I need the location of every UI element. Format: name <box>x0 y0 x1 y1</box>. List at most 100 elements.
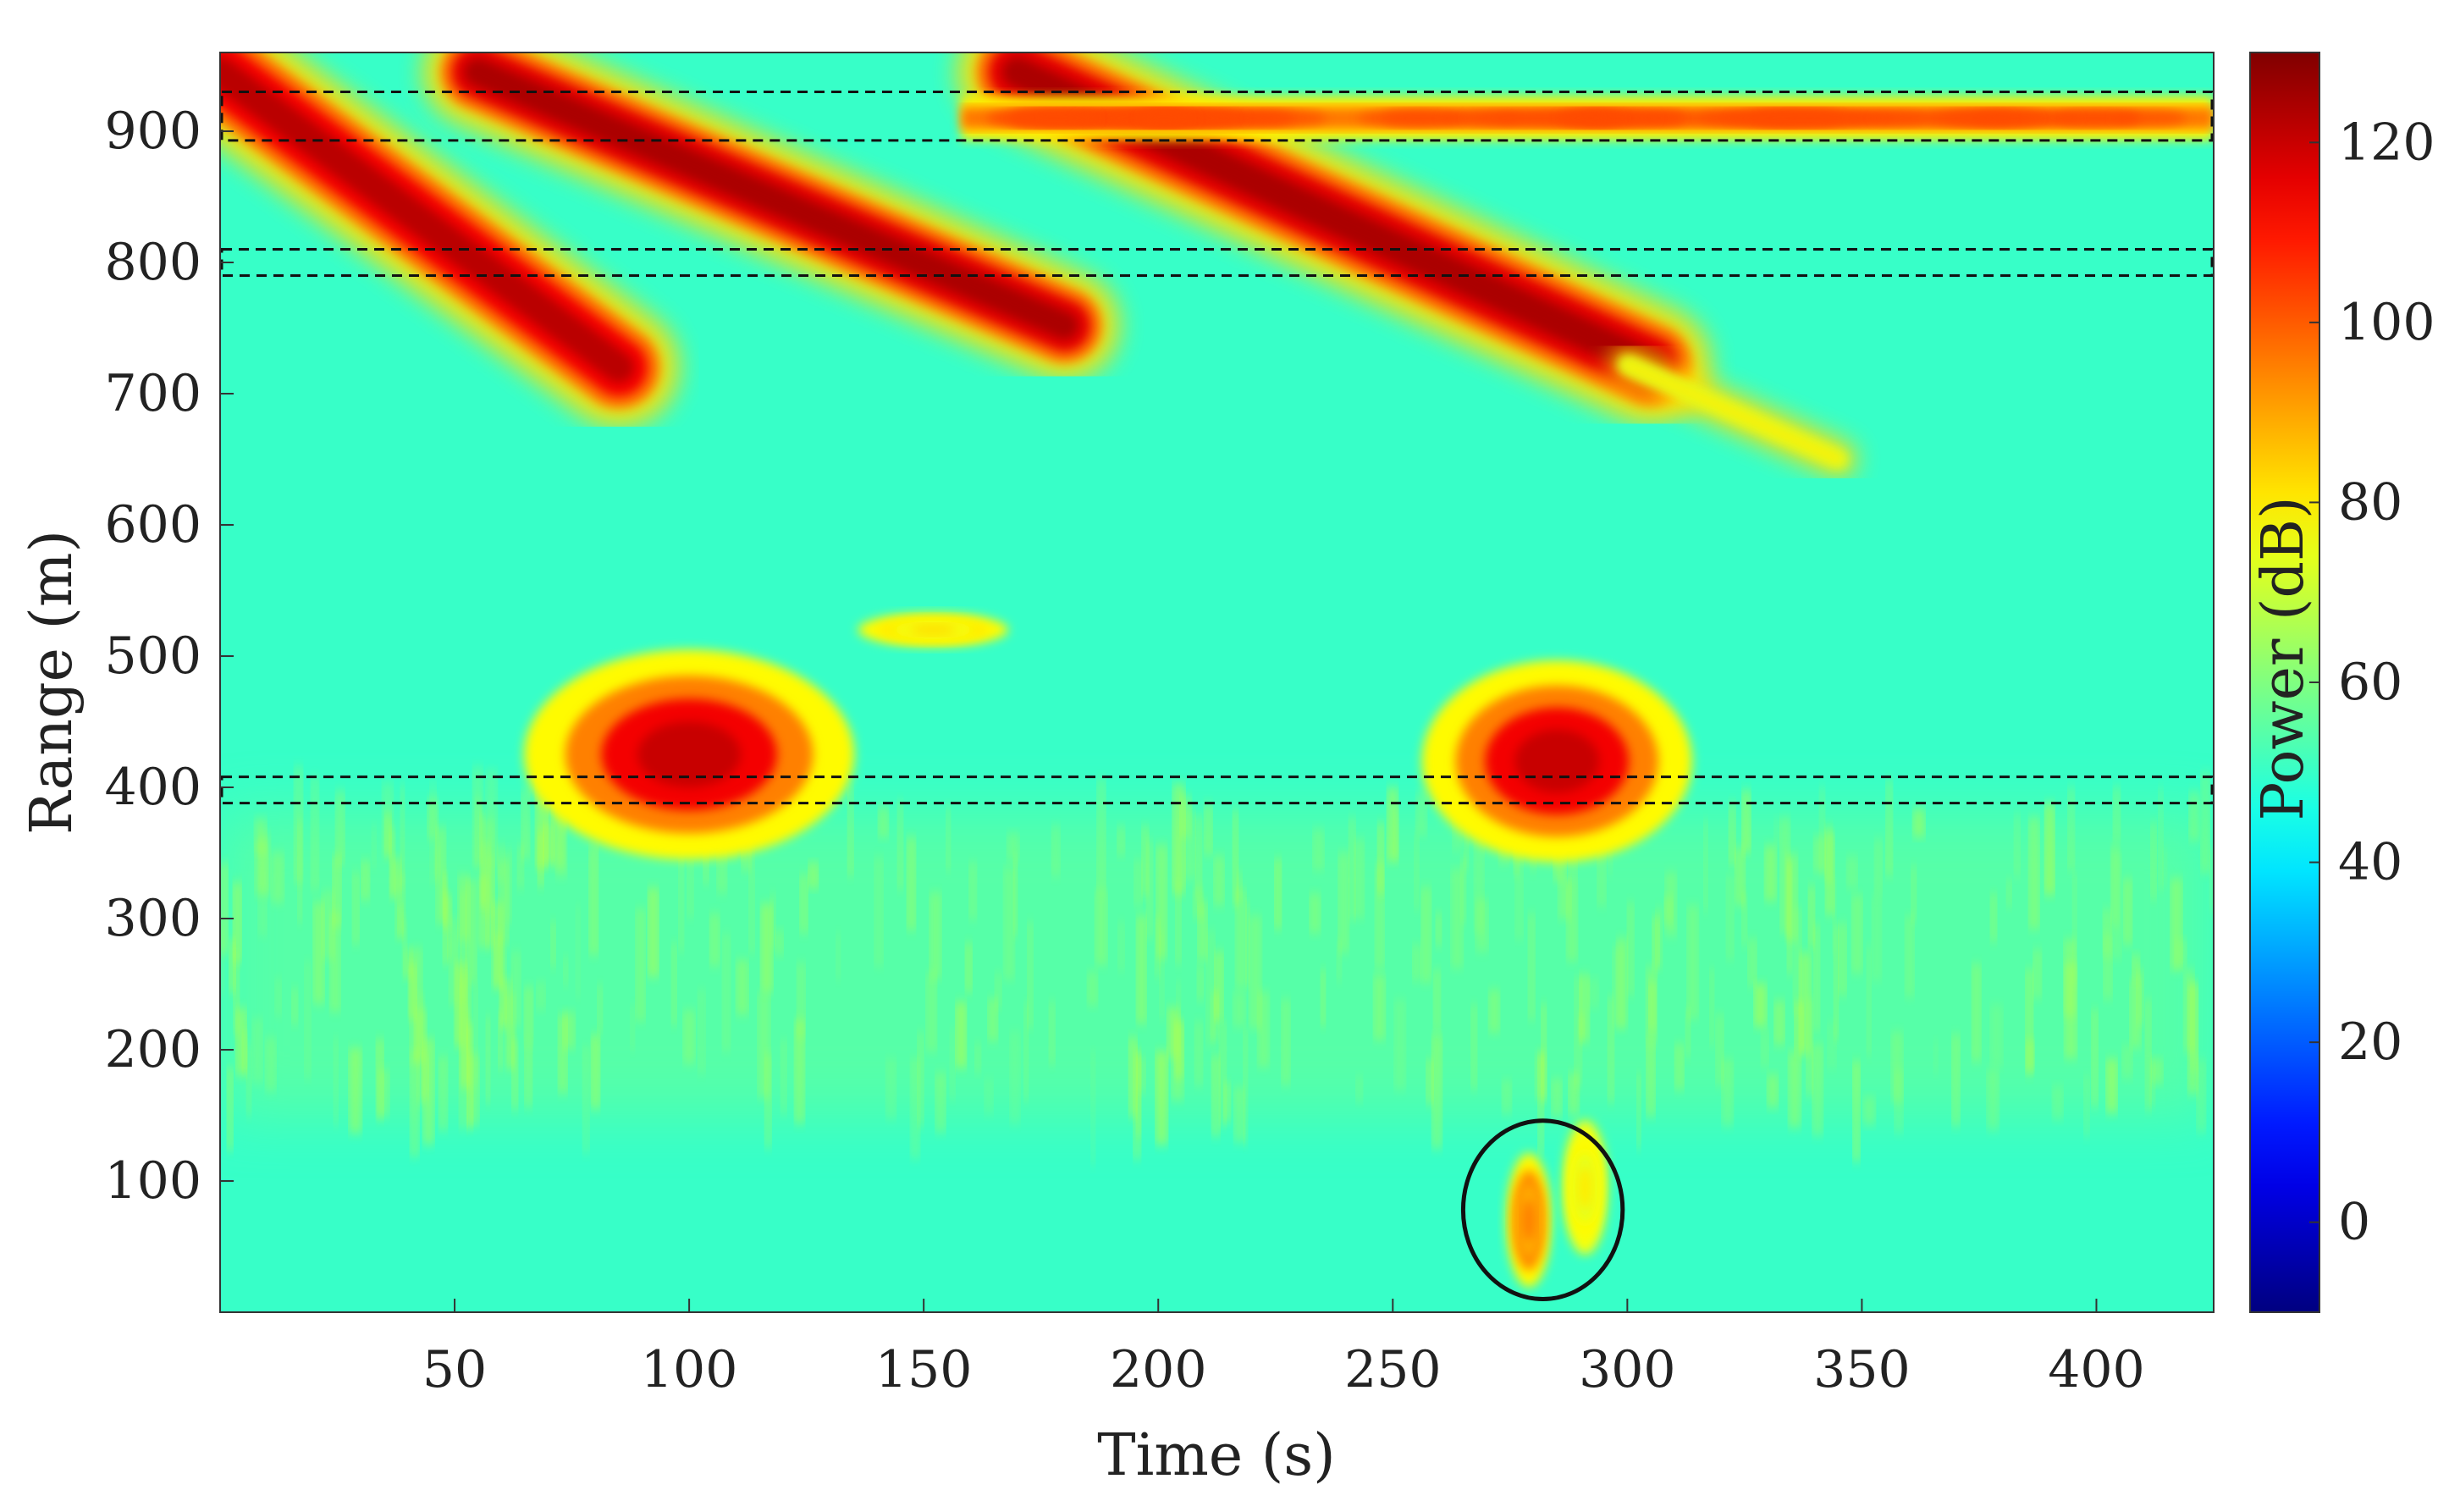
speckle-mark <box>687 858 693 919</box>
speckle-mark <box>1875 838 1882 897</box>
speckle-layer <box>220 762 2214 1167</box>
speckle-mark <box>1833 877 1837 956</box>
speckle-mark <box>765 1053 771 1149</box>
speckle-mark <box>1090 1051 1095 1167</box>
speckle-mark <box>1245 901 1250 987</box>
speckle-mark <box>684 1009 694 1064</box>
speckle-mark <box>2027 1039 2034 1072</box>
speckle-mark <box>698 989 705 1074</box>
target-blob-7 <box>858 613 1008 647</box>
speckle-mark <box>2153 1058 2162 1084</box>
speckle-mark <box>1580 974 1589 1043</box>
speckle-mark <box>1376 863 1384 969</box>
speckle-mark <box>1819 786 1825 875</box>
speckle-mark <box>1259 991 1269 1068</box>
speckle-mark <box>1004 866 1014 980</box>
speckle-mark <box>1275 858 1281 930</box>
colorbar-tick-label: 40 <box>2338 833 2402 892</box>
speckle-mark <box>430 781 436 884</box>
speckle-mark <box>1913 808 1924 837</box>
speckle-mark <box>498 844 505 881</box>
speckle-mark <box>466 880 476 983</box>
speckle-mark <box>1627 902 1634 996</box>
speckle-mark <box>590 845 598 956</box>
speckle-mark <box>512 951 520 1027</box>
speckle-mark <box>1867 945 1871 1057</box>
speckle-mark <box>1023 1002 1029 1102</box>
speckle-mark <box>875 856 883 968</box>
speckle-mark <box>710 913 719 967</box>
speckle-mark <box>439 1056 447 1131</box>
speckle-mark <box>2053 1085 2062 1120</box>
speckle-mark <box>486 1016 490 1104</box>
speckle-mark <box>2151 821 2156 901</box>
colorbar-tick-label: 20 <box>2338 1013 2402 1072</box>
speckle-mark <box>2132 954 2139 984</box>
speckle-mark <box>486 770 496 865</box>
speckle-mark <box>1729 802 1735 865</box>
speckle-mark <box>1886 779 1892 876</box>
speckle-mark <box>1118 921 1124 972</box>
speckle-mark <box>1768 1074 1778 1108</box>
speckle-mark <box>536 768 547 869</box>
speckle-mark <box>1808 886 1814 947</box>
speckle-mark <box>2163 848 2167 886</box>
speckle-mark <box>1567 883 1577 962</box>
target-blob-9 <box>1562 1120 1608 1255</box>
speckle-mark <box>1146 840 1152 939</box>
speckle-mark <box>1646 1038 1655 1117</box>
speckle-mark <box>350 1047 361 1134</box>
speckle-mark <box>2137 968 2143 1026</box>
speckle-mark <box>273 852 283 903</box>
speckle-mark <box>227 1067 233 1151</box>
speckle-mark <box>234 953 240 1035</box>
speckle-mark <box>1813 1043 1823 1136</box>
x-axis-label: Time (s) <box>1097 1422 1335 1489</box>
speckle-mark <box>770 892 775 948</box>
speckle-mark <box>1249 915 1260 1029</box>
speckle-mark <box>995 972 1001 1009</box>
speckle-mark <box>911 1057 919 1160</box>
speckle-mark <box>499 860 508 946</box>
speckle-mark <box>797 962 805 1039</box>
speckle-mark <box>2045 803 2054 895</box>
speckle-mark <box>499 1011 503 1070</box>
speckle-mark <box>312 775 318 891</box>
speckle-mark <box>631 1004 635 1051</box>
speckle-mark <box>1781 816 1790 934</box>
speckle-mark <box>1413 944 1420 981</box>
speckle-mark <box>361 860 369 901</box>
speckle-mark <box>1762 1029 1768 1068</box>
speckle-mark <box>1137 915 1145 1024</box>
speckle-mark <box>1432 1034 1442 1150</box>
speckle-mark <box>334 1037 338 1126</box>
speckle-mark <box>2171 878 2182 971</box>
speckle-mark <box>1096 889 1106 966</box>
speckle-mark <box>1314 828 1323 871</box>
speckle-mark <box>1569 842 1577 887</box>
speckle-mark <box>809 862 818 889</box>
speckle-mark <box>372 825 376 869</box>
highlight-circle <box>1460 1118 1625 1301</box>
speckle-mark <box>292 988 297 1025</box>
speckle-mark <box>1195 1021 1202 1086</box>
colorbar-label: Power (dB) <box>2250 496 2317 820</box>
y-tick-label: 700 <box>104 364 201 423</box>
y-tick-label: 400 <box>104 758 201 817</box>
faint-track-3 <box>1608 346 1857 478</box>
speckle-mark <box>330 912 339 1013</box>
speckle-mark <box>1608 996 1614 1103</box>
speckle-mark <box>488 887 493 946</box>
speckle-mark <box>2202 772 2209 874</box>
speckle-mark <box>1010 1030 1019 1124</box>
speckle-mark <box>671 943 676 1026</box>
speckle-mark <box>1503 1079 1511 1114</box>
speckle-mark <box>1028 921 1033 1029</box>
speckle-mark <box>1310 893 1320 934</box>
target-blob-6 <box>1421 659 1692 863</box>
speckle-mark <box>749 836 754 954</box>
speckle-mark <box>1873 895 1881 982</box>
speckle-mark <box>1538 1052 1544 1155</box>
dashed-range-box-0 <box>220 91 2214 142</box>
speckle-mark <box>385 813 391 856</box>
